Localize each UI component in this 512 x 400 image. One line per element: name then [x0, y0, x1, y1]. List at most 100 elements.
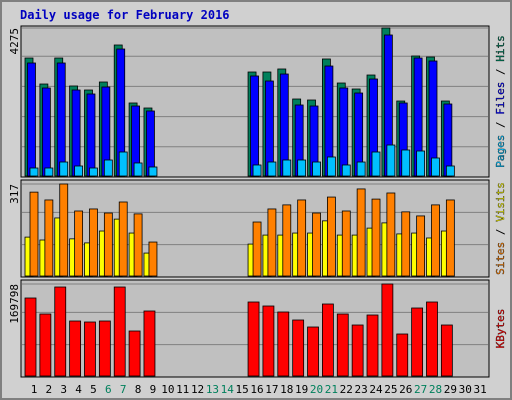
x-tick-label: 14 [221, 383, 235, 396]
bar [282, 204, 292, 277]
bar [89, 167, 98, 177]
bar [41, 87, 51, 177]
bar [56, 62, 66, 177]
x-tick-label: 10 [161, 383, 174, 396]
legend: Sites / Visits [494, 182, 507, 275]
bar [440, 324, 453, 377]
legend-entry: KBytes [494, 309, 507, 349]
bar [339, 87, 349, 177]
x-tick-label: 11 [176, 383, 189, 396]
bar [381, 283, 394, 377]
bar [44, 167, 54, 177]
x-tick-label: 24 [369, 383, 383, 396]
bar [341, 164, 351, 177]
bar [326, 196, 336, 277]
x-tick-label: 15 [236, 383, 249, 396]
x-tick-label: 25 [384, 383, 397, 396]
x-tick-label: 12 [191, 383, 204, 396]
bar [59, 161, 69, 177]
x-tick-label: 2 [46, 383, 53, 396]
bar [146, 110, 155, 177]
bar [39, 313, 52, 377]
bar [277, 311, 290, 377]
bar [431, 204, 440, 277]
x-tick-label: 8 [135, 383, 142, 396]
bar [118, 151, 128, 177]
bar [252, 221, 262, 277]
x-tick-label: 17 [265, 383, 278, 396]
y-tick-label: 4275 [8, 28, 21, 55]
legend-entry: Sites [494, 242, 507, 275]
bar [401, 211, 411, 277]
legend: KBytes [494, 309, 507, 349]
x-tick-label: 13 [206, 383, 219, 396]
bar [356, 188, 366, 277]
bar [84, 321, 96, 377]
bar [148, 166, 158, 177]
bar [307, 326, 319, 377]
bar [71, 89, 81, 177]
x-tick-label: 4 [75, 383, 82, 396]
bar [59, 183, 69, 277]
y-tick-label: 169798 [8, 284, 21, 324]
x-tick-label: 19 [295, 383, 308, 396]
bar [89, 208, 98, 277]
bar [29, 167, 39, 177]
bar [282, 159, 292, 177]
bar [24, 297, 37, 377]
bar [443, 103, 453, 177]
bar [416, 215, 426, 277]
x-tick-label: 22 [340, 383, 353, 396]
bar [386, 192, 396, 277]
bar [128, 330, 141, 377]
bar [118, 201, 128, 277]
x-tick-label: 18 [280, 383, 293, 396]
bar [356, 161, 366, 177]
legend-entry: Hits [494, 35, 507, 62]
x-tick-label: 5 [90, 383, 97, 396]
x-tick-label: 6 [105, 383, 112, 396]
bar [321, 303, 334, 377]
bar [103, 212, 113, 277]
bar [113, 286, 126, 377]
x-tick-label: 16 [250, 383, 263, 396]
bar [133, 213, 143, 277]
x-tick-label: 27 [414, 383, 427, 396]
x-tick-label: 23 [355, 383, 368, 396]
bar [44, 199, 54, 277]
bar [262, 305, 275, 377]
bar [29, 191, 39, 277]
bar [312, 212, 321, 277]
bar [371, 151, 381, 177]
bar [267, 161, 277, 177]
bar [133, 162, 143, 177]
bar [143, 310, 156, 377]
bar [341, 210, 351, 277]
bar [103, 159, 113, 177]
bar [250, 75, 259, 177]
x-tick-label: 7 [120, 383, 127, 396]
bar [98, 320, 111, 377]
y-tick-label: 317 [8, 184, 21, 204]
bar [351, 324, 364, 377]
x-tick-label: 9 [150, 383, 157, 396]
bar [148, 241, 158, 277]
x-tick-label: 28 [429, 383, 442, 396]
bar [252, 164, 262, 177]
x-tick-label: 29 [444, 383, 457, 396]
bar [411, 307, 424, 377]
x-tick-label: 1 [31, 383, 38, 396]
bar [445, 199, 455, 277]
bar [247, 301, 260, 377]
bar [292, 319, 305, 377]
legend-separator: / [494, 62, 507, 82]
bar [74, 165, 84, 177]
bar [326, 156, 336, 177]
bar [312, 161, 321, 177]
bar [297, 199, 307, 277]
bar [445, 165, 455, 177]
chart-title: Daily usage for February 2016 [20, 8, 230, 22]
bar [54, 286, 67, 377]
legend-separator: / [494, 222, 507, 242]
bar [386, 144, 396, 177]
